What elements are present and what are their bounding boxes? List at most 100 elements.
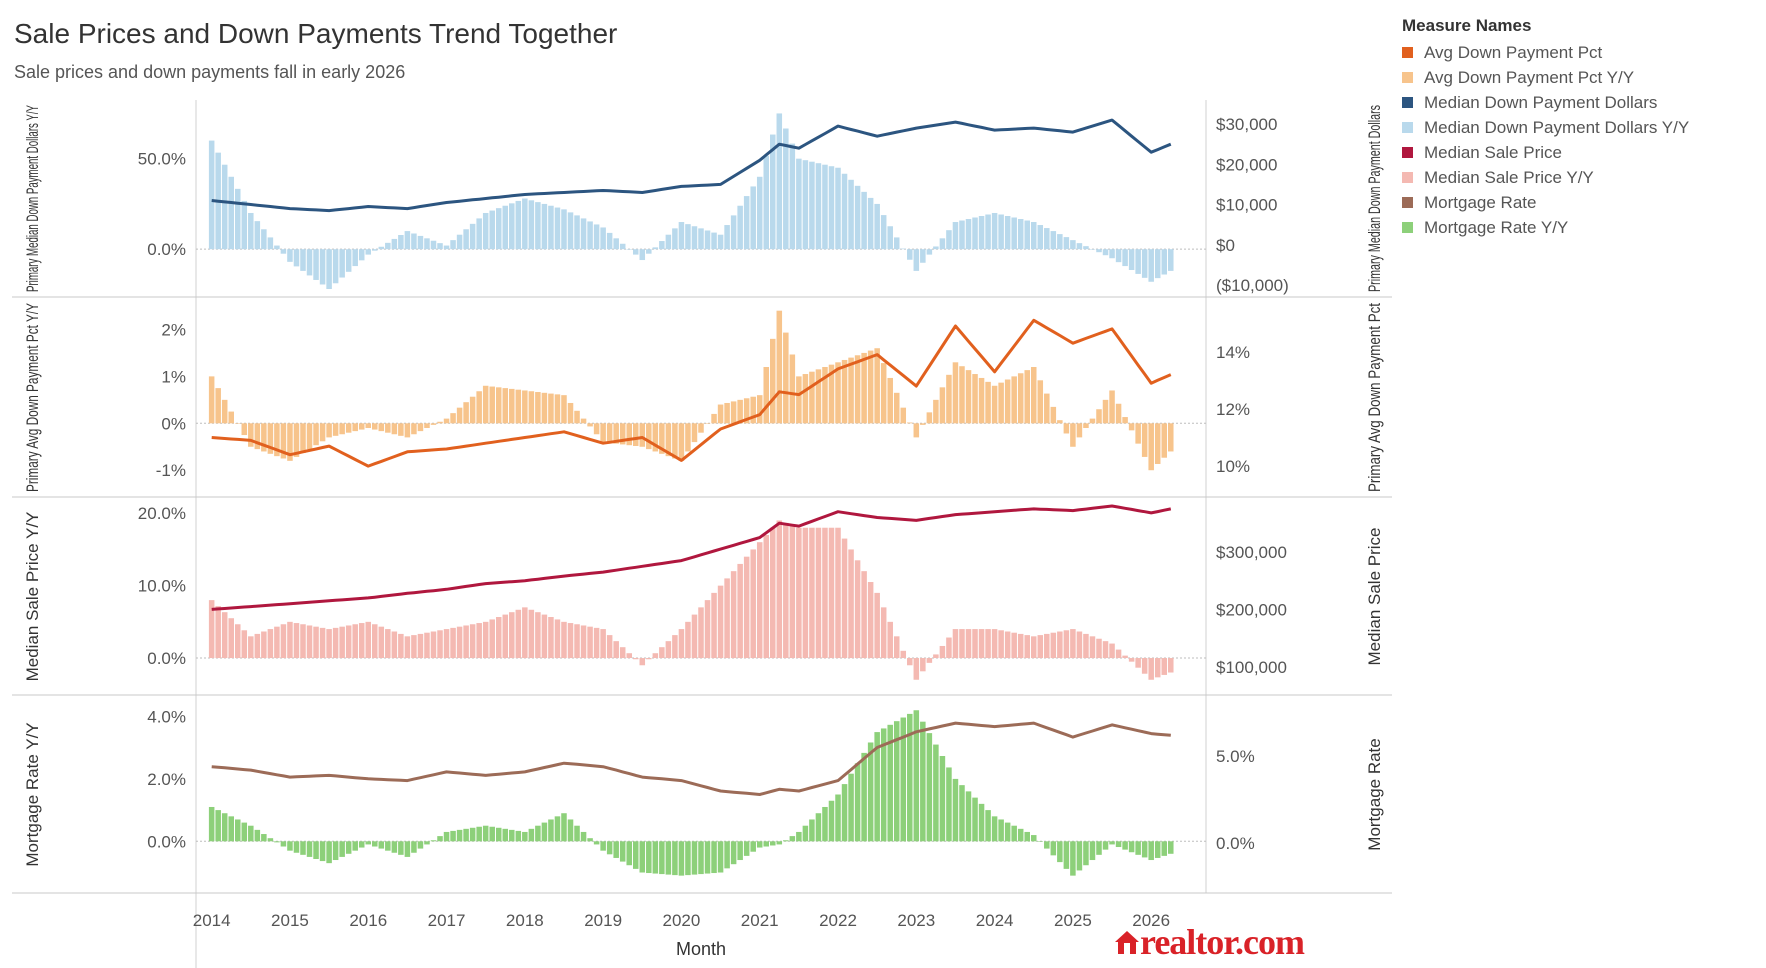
bar <box>593 224 600 250</box>
bar <box>1024 831 1030 842</box>
bar <box>1154 658 1161 678</box>
bar <box>1089 841 1096 861</box>
bar <box>587 838 593 842</box>
bar <box>815 163 822 250</box>
bar <box>469 396 476 424</box>
left-tick-label: 2% <box>161 320 186 339</box>
bar <box>978 377 985 424</box>
legend-item[interactable]: Median Sale Price <box>1402 140 1752 165</box>
bar <box>632 841 639 869</box>
legend-label: Avg Down Payment Pct Y/Y <box>1424 67 1635 87</box>
bar <box>1030 835 1037 842</box>
bar <box>959 366 965 424</box>
bar <box>841 359 848 424</box>
bar <box>391 631 398 659</box>
bar <box>437 243 443 250</box>
bar <box>848 357 854 424</box>
legend-item[interactable]: Mortgage Rate Y/Y <box>1402 215 1752 240</box>
bar <box>685 841 691 876</box>
bar <box>750 186 756 250</box>
bar <box>717 585 724 659</box>
legend-item[interactable]: Avg Down Payment Pct <box>1402 40 1752 65</box>
bar <box>528 200 535 250</box>
bar <box>280 249 287 254</box>
bar <box>835 527 841 659</box>
bar <box>1070 841 1076 876</box>
legend-item[interactable]: Median Sale Price Y/Y <box>1402 165 1752 190</box>
bar <box>907 422 913 424</box>
right-tick-label: $300,000 <box>1216 543 1287 562</box>
bar <box>1050 406 1057 424</box>
bar <box>920 423 926 425</box>
bar <box>704 423 711 424</box>
bar <box>495 617 502 659</box>
x-tick-label: 2017 <box>428 911 466 930</box>
bar <box>1161 249 1168 275</box>
bar <box>541 614 548 659</box>
bar <box>522 831 528 842</box>
bar <box>215 388 221 424</box>
bar <box>502 828 509 842</box>
legend-item[interactable]: Mortgage Rate <box>1402 190 1752 215</box>
bar <box>450 240 456 250</box>
bar <box>482 385 489 424</box>
bar <box>404 231 411 250</box>
bar <box>574 825 580 842</box>
bar <box>1128 658 1135 662</box>
bar <box>639 249 646 261</box>
legend-item[interactable]: Median Down Payment Dollars Y/Y <box>1402 115 1752 140</box>
bar <box>678 841 685 876</box>
bar <box>907 249 913 260</box>
bar <box>600 841 606 851</box>
bar <box>515 389 522 424</box>
bar <box>717 234 724 250</box>
bar <box>613 841 619 858</box>
bar <box>345 625 352 659</box>
bar <box>991 385 998 424</box>
x-tick-label: 2016 <box>349 911 387 930</box>
bar <box>619 423 626 445</box>
bar <box>1076 631 1083 659</box>
bar <box>828 166 835 250</box>
bar <box>495 827 502 842</box>
legend-item[interactable]: Median Down Payment Dollars <box>1402 90 1752 115</box>
bar <box>724 578 730 659</box>
right-tick-label: $10,000 <box>1216 196 1277 215</box>
bar <box>293 623 300 659</box>
bar <box>424 238 430 250</box>
bar <box>385 423 391 433</box>
bar <box>535 202 541 250</box>
bar <box>652 841 659 874</box>
bar <box>391 841 398 853</box>
bar <box>978 215 985 250</box>
bar <box>959 629 965 659</box>
bar <box>861 752 867 842</box>
bar <box>691 423 698 443</box>
bar <box>776 310 783 424</box>
bar <box>306 625 313 659</box>
bar <box>372 423 378 430</box>
bar <box>1161 423 1168 458</box>
bar <box>600 227 606 250</box>
bar <box>1044 228 1050 250</box>
bar <box>848 773 854 842</box>
bar <box>554 207 561 250</box>
left-axis-title: Primary Median Down Payment Dollars Y/Y <box>23 105 42 292</box>
bar <box>998 382 1004 424</box>
bar <box>254 829 261 842</box>
x-tick-label: 2026 <box>1132 911 1170 930</box>
bar <box>1076 243 1083 250</box>
bar <box>802 825 809 842</box>
bar <box>1089 636 1096 659</box>
right-axis-title: Median Sale Price <box>1365 528 1384 666</box>
bar <box>783 840 789 842</box>
bar <box>678 629 685 659</box>
right-axis-title: Primary Avg Down Payment Pct <box>1365 303 1384 492</box>
legend-item[interactable]: Avg Down Payment Pct Y/Y <box>1402 65 1752 90</box>
bar <box>221 813 228 842</box>
bar <box>580 625 587 659</box>
bar <box>1168 423 1174 452</box>
x-tick-label: 2021 <box>741 911 779 930</box>
bar <box>652 423 659 452</box>
